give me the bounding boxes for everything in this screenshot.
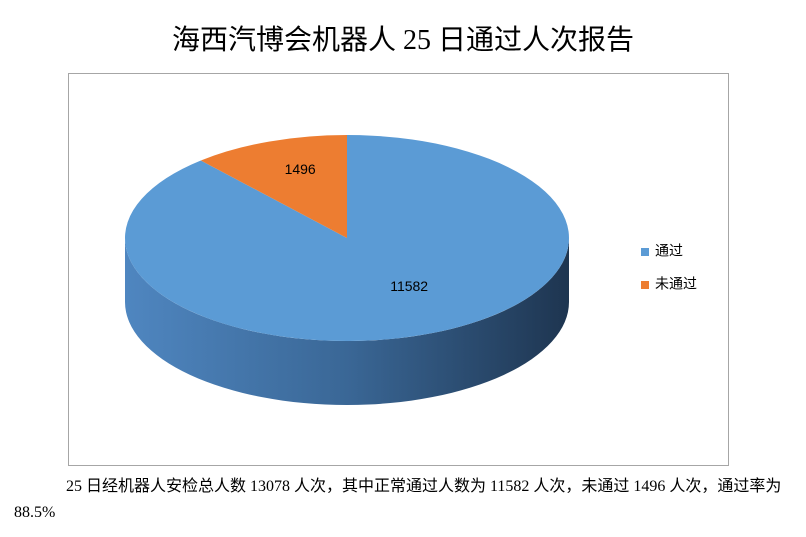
data-label: 1496 [285,161,316,177]
paragraph: 25 日经机器人安检总人数 13078 人次，其中正常通过人数为 11582 人… [14,478,782,521]
pie-slice [200,135,347,238]
document-title: 海西汽博会机器人 25 日通过人次报告 [171,25,634,56]
legend-label: 未通过 [655,276,697,292]
pie-side [125,238,569,405]
legend-label: 通过 [655,243,683,259]
legend-swatch [641,248,649,256]
data-label: 11582 [390,278,428,294]
legend-swatch [641,281,649,289]
